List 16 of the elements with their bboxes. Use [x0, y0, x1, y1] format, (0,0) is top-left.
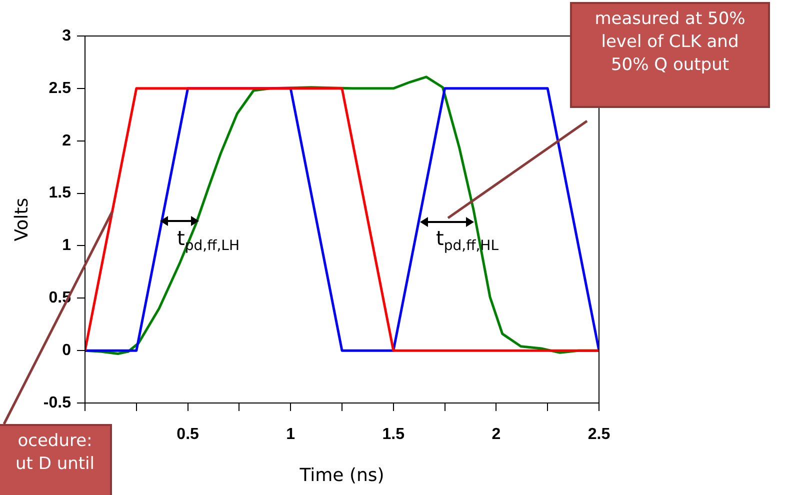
y-axis-title: Volts: [11, 198, 32, 242]
y-tick-label: 0: [62, 342, 72, 359]
y-tick-label: 2.5: [48, 80, 72, 97]
y-tick-label: -0.5: [43, 394, 72, 412]
x-tick-label: 2: [492, 426, 501, 444]
y-tick-label: 1.5: [48, 184, 72, 202]
text: ocedure: ut D until: [0, 424, 112, 495]
y-tick-label: 3: [62, 27, 72, 44]
x-tick-label: 2.5: [588, 426, 610, 444]
x-tick-label: 0.5: [176, 426, 200, 444]
x-tick-label: 1: [286, 426, 296, 444]
x-tick-label: 1.5: [382, 426, 405, 444]
y-tick-label: 1: [62, 237, 72, 254]
x-axis-title: Time (ns): [298, 464, 384, 486]
y-tick-label: 2: [62, 132, 72, 150]
annotation: measured at 50% level of CLK and 50% Q output: [570, 2, 770, 108]
